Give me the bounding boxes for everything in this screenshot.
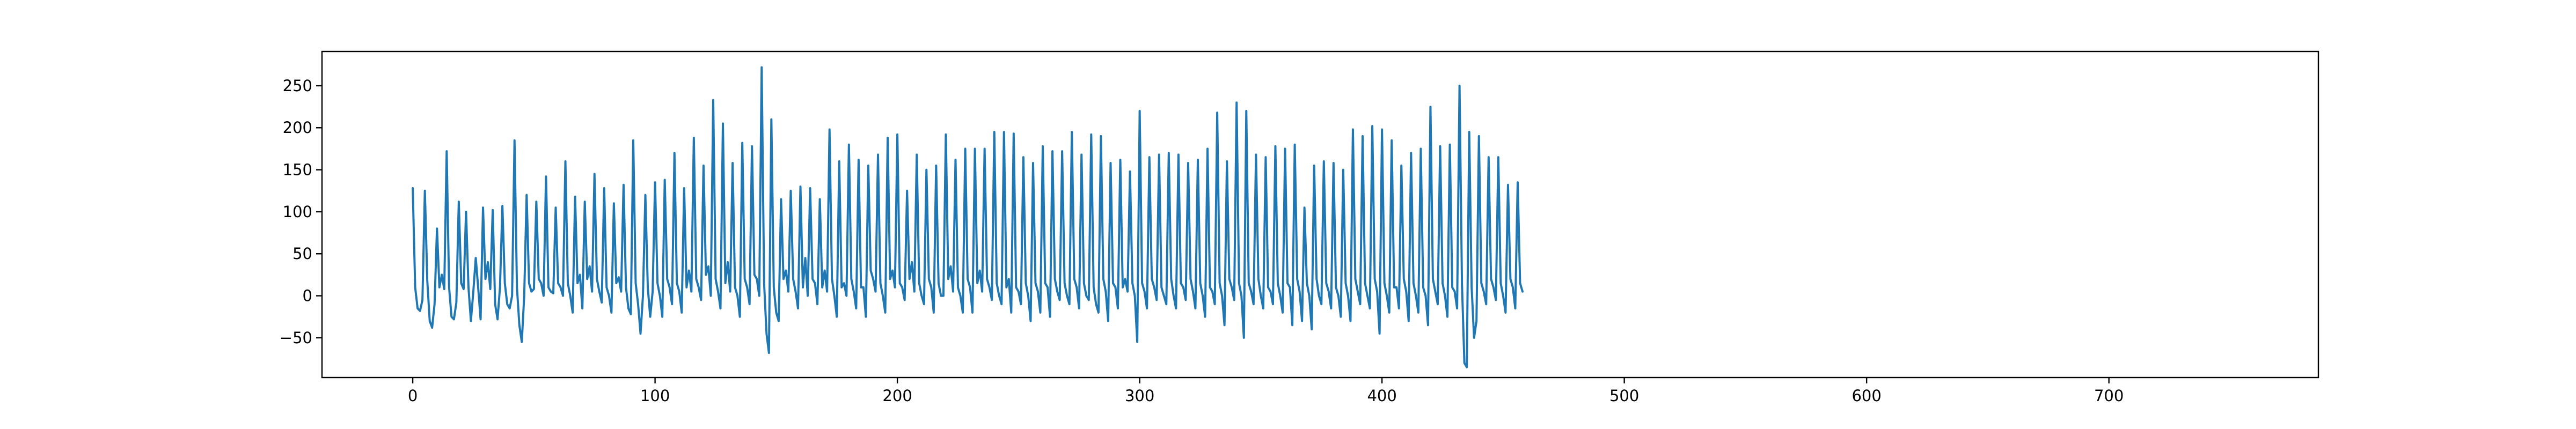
x-tick-label: 100 — [640, 387, 670, 405]
y-tick-label: 100 — [283, 203, 312, 221]
y-tick-label: 150 — [283, 161, 312, 179]
x-tick-label: 0 — [408, 387, 418, 405]
series-line — [412, 66, 1524, 368]
x-tick-label: 700 — [2094, 387, 2124, 405]
y-tick-label: 200 — [283, 119, 312, 137]
x-tick-label: 500 — [1609, 387, 1639, 405]
x-tick-label: 300 — [1125, 387, 1154, 405]
plot-area — [321, 50, 2319, 379]
y-tick-label: −50 — [280, 329, 312, 347]
x-tick-label: 200 — [882, 387, 912, 405]
x-axis: 0 100 200 300 400 500 600 700 — [408, 378, 2124, 405]
x-tick-label: 400 — [1367, 387, 1396, 405]
y-tick-label: 0 — [303, 287, 312, 305]
axes-background — [322, 51, 2318, 378]
x-tick-label: 600 — [1851, 387, 1881, 405]
y-axis: −50 0 50 100 150 200 250 — [280, 77, 322, 347]
axes-frame — [321, 50, 2319, 379]
y-tick-label: 50 — [292, 245, 312, 263]
y-tick-label: 250 — [283, 77, 312, 95]
